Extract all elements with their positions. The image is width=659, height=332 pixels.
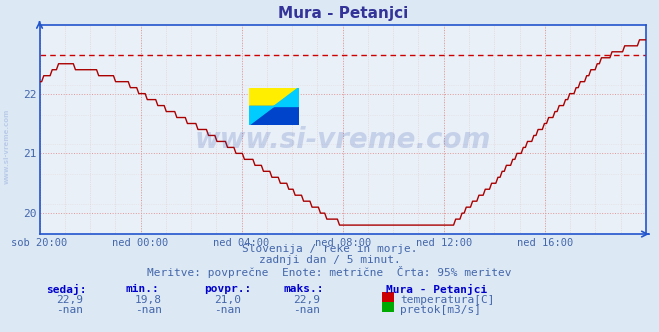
Polygon shape [248,107,299,125]
Text: 22,9: 22,9 [56,295,82,305]
Text: zadnji dan / 5 minut.: zadnji dan / 5 minut. [258,255,401,265]
Text: -nan: -nan [135,305,161,315]
Text: min.:: min.: [125,284,159,294]
Polygon shape [248,88,299,107]
Text: sedaj:: sedaj: [46,284,86,295]
Text: -nan: -nan [214,305,241,315]
Text: 22,9: 22,9 [293,295,320,305]
Title: Mura - Petanjci: Mura - Petanjci [277,6,408,21]
Text: maks.:: maks.: [283,284,324,294]
Text: Meritve: povprečne  Enote: metrične  Črta: 95% meritev: Meritve: povprečne Enote: metrične Črta:… [147,266,512,278]
Polygon shape [248,88,299,125]
Text: Slovenija / reke in morje.: Slovenija / reke in morje. [242,244,417,254]
Text: povpr.:: povpr.: [204,284,252,294]
Text: Mura - Petanjci: Mura - Petanjci [386,284,487,295]
Text: pretok[m3/s]: pretok[m3/s] [400,305,481,315]
Text: -nan: -nan [56,305,82,315]
Text: temperatura[C]: temperatura[C] [400,295,494,305]
Text: 19,8: 19,8 [135,295,161,305]
Text: 21,0: 21,0 [214,295,241,305]
Text: www.si-vreme.com: www.si-vreme.com [194,126,491,154]
Text: -nan: -nan [293,305,320,315]
Text: www.si-vreme.com: www.si-vreme.com [3,108,10,184]
